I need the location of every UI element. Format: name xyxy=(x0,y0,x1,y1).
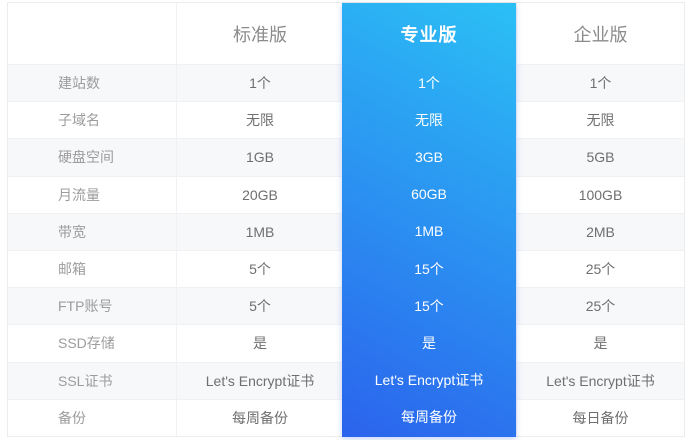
feature-label: FTP账号 xyxy=(58,298,113,315)
enterprise-plan-value: 每日备份 xyxy=(516,399,684,436)
standard-plan-value: 20GB xyxy=(176,176,343,213)
professional-plan-value: 60GB xyxy=(411,186,447,203)
standard-plan-value: 5个 xyxy=(176,288,343,325)
feature-label: 硬盘空间 xyxy=(58,149,114,166)
enterprise-plan-value: 1个 xyxy=(516,65,684,102)
plan-name-enterprise: 企业版 xyxy=(573,24,628,45)
professional-plan-value: 3GB xyxy=(414,148,443,165)
standard-plan-value: 1GB xyxy=(176,139,343,176)
standard-plan-value: 1MB xyxy=(176,213,343,250)
professional-plan-value: 1个 xyxy=(418,74,440,91)
standard-plan-value: Let's Encrypt证书 xyxy=(176,362,343,399)
standard-plan-value: 1个 xyxy=(176,65,343,102)
highlighted-plan-values: 1个无限 3GB 60GB 1MB 15个 15个是 Let's Encrypt证书 每周备份 xyxy=(342,64,516,436)
enterprise-plan-value: 25个 xyxy=(516,288,684,325)
feature-header-cell xyxy=(8,3,176,64)
plan-header-professional[interactable]: 专业版 xyxy=(342,3,516,64)
professional-plan-value: 是 xyxy=(422,334,436,351)
feature-label: 子域名 xyxy=(58,112,100,129)
professional-plan-value: 每周备份 xyxy=(401,409,457,426)
feature-label: SSD存储 xyxy=(58,335,115,352)
standard-plan-value: 5个 xyxy=(176,250,343,288)
professional-plan-value: 15个 xyxy=(414,260,444,277)
feature-label: SSL证书 xyxy=(58,372,113,389)
feature-label: 邮箱 xyxy=(58,261,86,278)
feature-label: 建站数 xyxy=(58,75,100,92)
enterprise-plan-value: 2MB xyxy=(516,213,684,250)
feature-label: 月流量 xyxy=(58,186,100,203)
highlighted-plan-column[interactable]: 专业版 1个无限 3GB 60GB 1MB 15个 15个是 Let's Encrypt证书… xyxy=(342,3,516,437)
standard-plan-value: 是 xyxy=(176,325,343,362)
plans-comparison-table: 标准版 企业版 建站数 1个 1个 子域名 无限 无限 硬盘空间 1GB 5GB 月流量 20GB 1… xyxy=(7,2,685,437)
feature-label: 备份 xyxy=(58,409,86,426)
professional-plan-value: 无限 xyxy=(415,111,443,128)
professional-plan-value: 1MB xyxy=(414,223,444,240)
plan-header-enterprise[interactable]: 企业版 xyxy=(516,3,684,64)
standard-plan-value: 无限 xyxy=(176,102,343,139)
enterprise-plan-value: 无限 xyxy=(516,102,684,139)
plan-header-standard[interactable]: 标准版 xyxy=(176,3,343,64)
plan-name-standard: 标准版 xyxy=(233,24,287,45)
enterprise-plan-value: 25个 xyxy=(516,250,684,288)
professional-plan-value: 15个 xyxy=(414,297,444,314)
professional-plan-value: Let's Encrypt证书 xyxy=(374,372,484,389)
enterprise-plan-value: 5GB xyxy=(516,139,684,176)
enterprise-plan-value: 是 xyxy=(516,325,684,362)
plan-name-professional: 专业版 xyxy=(400,24,458,45)
feature-label: 带宽 xyxy=(58,223,86,240)
standard-plan-value: 每周备份 xyxy=(176,399,343,436)
enterprise-plan-value: 100GB xyxy=(516,176,684,213)
enterprise-plan-value: Let's Encrypt证书 xyxy=(516,362,684,399)
